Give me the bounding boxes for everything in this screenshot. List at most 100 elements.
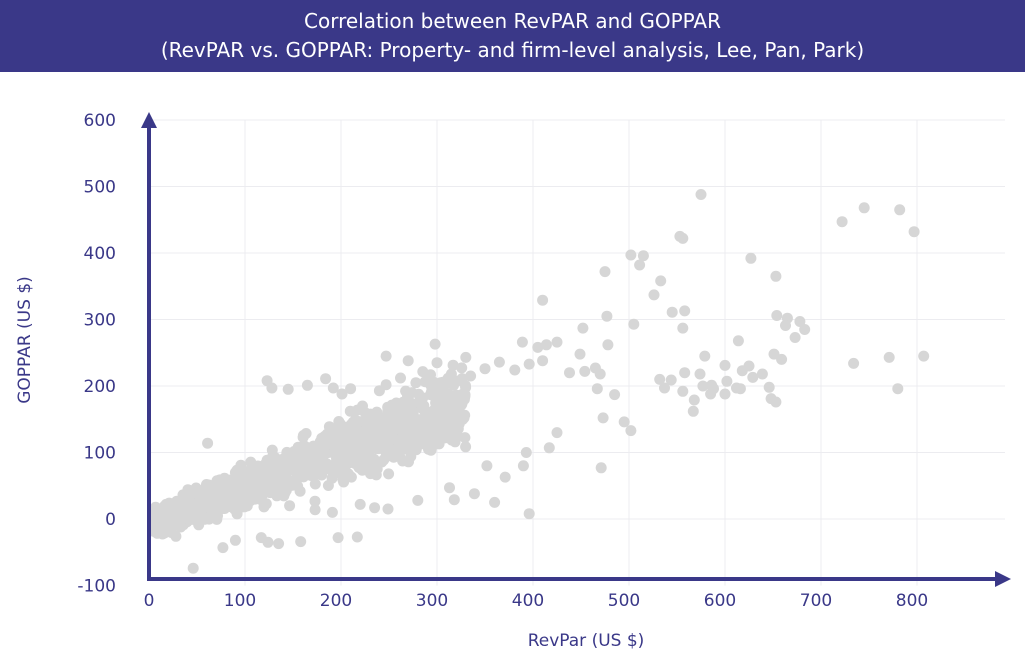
- data-point: [780, 320, 791, 331]
- data-point: [158, 527, 170, 539]
- data-point: [354, 498, 366, 510]
- data-point: [883, 351, 895, 363]
- data-point: [551, 336, 563, 348]
- x-tick-label: 0: [144, 591, 155, 611]
- data-point: [357, 426, 369, 438]
- data-point: [282, 383, 294, 395]
- data-point: [765, 393, 777, 405]
- data-point: [679, 367, 691, 379]
- data-point: [417, 366, 429, 378]
- data-point: [848, 357, 860, 369]
- data-point: [358, 437, 369, 449]
- data-point: [354, 448, 366, 460]
- data-point: [437, 376, 449, 388]
- data-point: [445, 368, 457, 380]
- y-tick-label: 200: [84, 377, 116, 397]
- data-point: [609, 389, 621, 401]
- data-point: [309, 504, 321, 516]
- data-point: [148, 515, 160, 526]
- data-point: [357, 400, 368, 412]
- data-point: [367, 429, 378, 441]
- data-point: [429, 338, 441, 350]
- data-point: [255, 494, 267, 506]
- data-point: [439, 399, 451, 411]
- data-point: [238, 477, 250, 489]
- data-point: [589, 362, 601, 374]
- data-point: [479, 363, 491, 375]
- data-point: [776, 353, 788, 365]
- data-point: [579, 365, 591, 377]
- data-point: [509, 364, 521, 376]
- data-point: [382, 503, 394, 515]
- x-axis-arrow-icon: [995, 571, 1011, 587]
- data-point: [732, 335, 744, 347]
- data-point: [836, 216, 848, 228]
- data-point: [625, 425, 637, 437]
- data-point: [597, 412, 609, 424]
- data-point: [381, 445, 393, 457]
- data-point: [456, 362, 468, 374]
- x-tick-labels: 0 100 200 300 400 500 600 700 800: [144, 591, 929, 611]
- data-point: [417, 392, 429, 404]
- data-point: [654, 373, 666, 385]
- data-point: [493, 356, 505, 368]
- data-point: [540, 339, 552, 351]
- data-point: [628, 318, 640, 330]
- data-point: [211, 487, 222, 499]
- data-point: [677, 322, 689, 334]
- data-point: [439, 408, 450, 420]
- data-point: [333, 416, 345, 427]
- data-point: [401, 424, 413, 436]
- x-tick-label: 500: [608, 591, 640, 611]
- data-point: [393, 449, 405, 461]
- data-point: [351, 531, 363, 543]
- data-point: [666, 306, 678, 318]
- data-point: [271, 490, 283, 502]
- x-tick-label: 800: [896, 591, 928, 611]
- data-point: [457, 413, 469, 425]
- data-point: [697, 380, 709, 392]
- y-tick-label: 400: [84, 244, 116, 264]
- data-point: [687, 405, 699, 417]
- data-point: [532, 341, 544, 353]
- data-point: [273, 538, 285, 550]
- data-point: [460, 351, 472, 363]
- data-point: [459, 432, 471, 444]
- data-point: [465, 370, 477, 382]
- data-point: [410, 377, 422, 389]
- data-point: [602, 339, 614, 351]
- data-point: [423, 443, 434, 455]
- data-point: [336, 388, 348, 400]
- data-point: [695, 189, 707, 200]
- data-point: [599, 266, 611, 278]
- data-point: [198, 512, 210, 524]
- data-point: [481, 460, 493, 472]
- data-point: [382, 405, 394, 417]
- data-point: [516, 336, 528, 348]
- data-point: [332, 532, 344, 544]
- data-point: [694, 368, 706, 380]
- data-point: [295, 536, 307, 548]
- data-point: [323, 429, 335, 441]
- data-point: [770, 270, 782, 282]
- data-point: [220, 490, 232, 502]
- data-point: [523, 358, 535, 370]
- data-point: [745, 252, 757, 264]
- data-point: [254, 481, 266, 493]
- data-point: [354, 462, 366, 474]
- data-point: [266, 382, 278, 394]
- chart-subtitle: (RevPAR vs. GOPPAR: Property- and firm-l…: [160, 38, 865, 62]
- data-point: [799, 324, 811, 335]
- data-point: [892, 383, 904, 395]
- data-point: [431, 418, 443, 430]
- data-point: [708, 383, 719, 395]
- data-point: [339, 435, 351, 447]
- data-point: [448, 494, 460, 506]
- y-axis-arrow-icon: [141, 112, 157, 128]
- data-point: [520, 447, 532, 458]
- data-point: [771, 310, 783, 321]
- data-point: [284, 500, 296, 512]
- data-point: [369, 502, 381, 514]
- data-point: [364, 468, 376, 480]
- data-point: [460, 441, 472, 453]
